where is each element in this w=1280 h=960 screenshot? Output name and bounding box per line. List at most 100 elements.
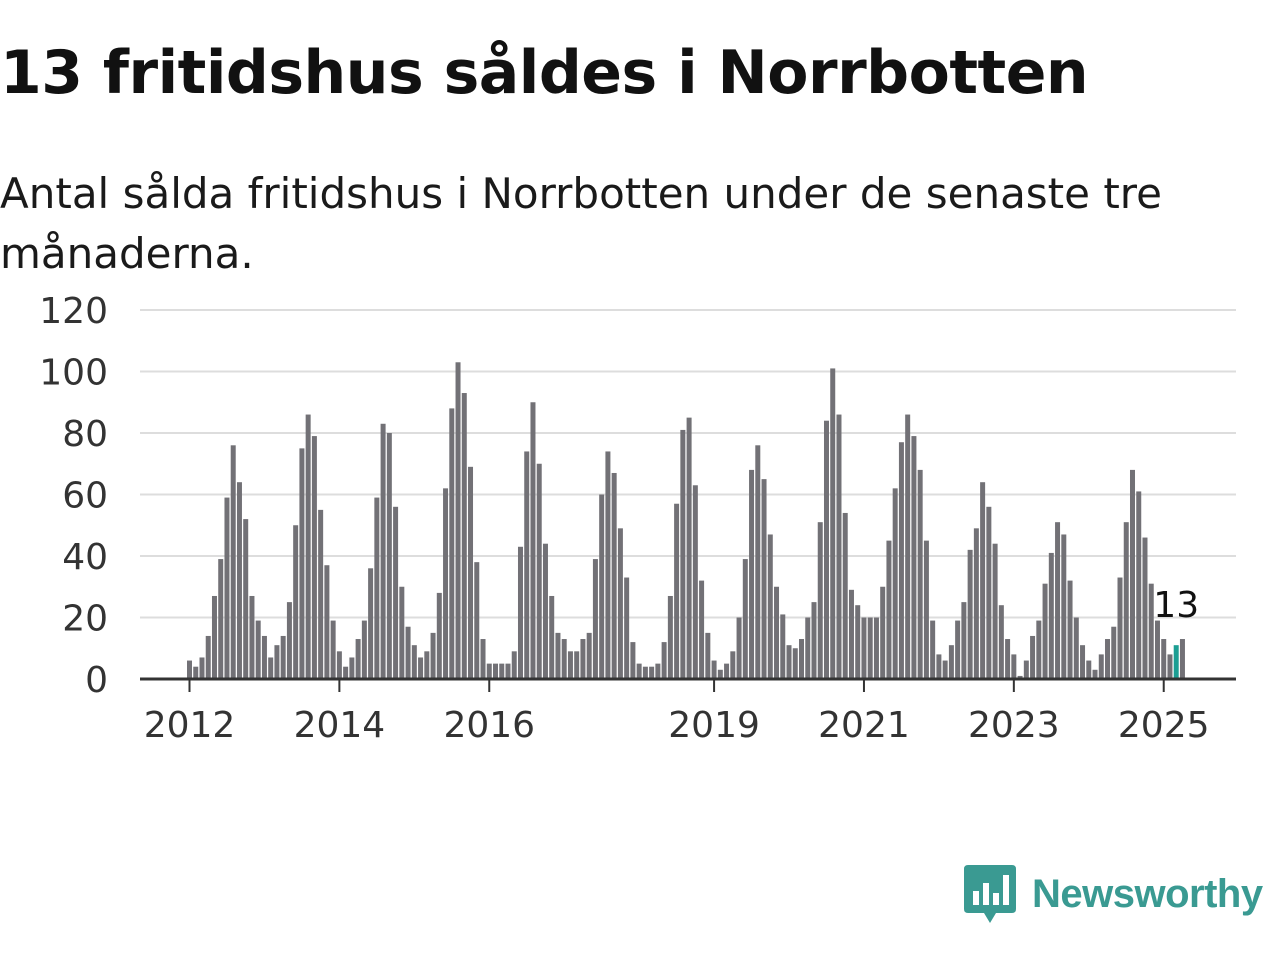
bar [998,605,1004,679]
bar [424,651,430,679]
bar [936,654,942,679]
bar [917,469,923,679]
bar [493,663,499,679]
bar [667,595,673,679]
bar [942,660,948,679]
bar [730,651,736,679]
bar [1148,583,1154,679]
bar [786,645,792,679]
bar [930,620,936,679]
bar [280,635,286,679]
bar [255,620,261,679]
bar [1080,645,1086,679]
bar [742,559,748,679]
bar [599,494,605,679]
bar [1092,669,1098,679]
bar [293,525,299,679]
bar [624,577,630,679]
bar [992,543,998,679]
bar [393,506,399,679]
bar [724,663,730,679]
bar [1011,654,1017,679]
bar [449,408,455,679]
bar [886,540,892,679]
bar [761,479,767,679]
bar [961,602,967,679]
bar [749,469,755,679]
bar [574,651,580,679]
x-tick-label: 2025 [1118,705,1210,746]
bar [661,642,667,679]
bar [330,620,336,679]
bar [686,417,692,679]
bar [1023,660,1029,679]
bar [324,565,330,679]
bar [911,436,917,679]
bar [848,589,854,679]
bar [867,617,873,679]
bar [767,534,773,679]
bar [923,540,929,679]
bar [861,617,867,679]
bar-chart: 0 20 40 60 80 100 120 2012 2014 2016 2019 2021 2023… [39,291,1236,746]
bar [374,497,380,679]
bar [799,639,805,679]
bar [1036,620,1042,679]
bar [567,651,573,679]
bar [499,663,505,679]
bar [1042,583,1048,679]
bar [505,663,511,679]
bar [842,512,848,679]
bar [268,657,274,679]
bar [1073,617,1079,679]
bar [1167,654,1173,679]
bar [873,617,879,679]
bar [561,639,567,679]
bar [711,660,717,679]
bar [218,559,224,679]
bar-highlight [1173,645,1179,679]
bar [399,586,405,679]
bar [1030,635,1036,679]
bar [236,482,242,679]
x-tick-label: 2019 [668,705,760,746]
bar [1111,626,1117,679]
bar [224,497,230,679]
bar [955,620,961,679]
bar [705,632,711,679]
bar [318,509,324,679]
bar [193,666,199,679]
chart-subtitle: Antal sålda fritidshus i Norrbotten unde… [0,169,1162,278]
bar [536,463,542,679]
bar [1105,639,1111,679]
bar [486,663,492,679]
bar [617,528,623,679]
bar [967,549,973,679]
bar [780,614,786,679]
brand-name: Newsworthy [1032,871,1263,916]
bar [361,620,367,679]
bar [892,488,898,679]
bar [517,546,523,679]
x-tick-label: 2023 [968,705,1060,746]
bar [1055,522,1061,679]
bar [792,648,798,679]
bar [830,368,836,679]
bar [418,657,424,679]
bar [805,617,811,679]
bar [755,445,761,679]
bar-series [187,362,1185,679]
bar [586,632,592,679]
bar [305,414,311,679]
bar [717,669,723,679]
bar [1048,552,1054,679]
bar [549,595,555,679]
bar [580,639,586,679]
bar [243,519,249,679]
y-tick-label: 40 [62,537,108,578]
bar [736,617,742,679]
x-tick-label: 2021 [818,705,910,746]
bar [542,543,548,679]
highlight-data-label: 13 [1153,585,1199,626]
bar [249,595,255,679]
